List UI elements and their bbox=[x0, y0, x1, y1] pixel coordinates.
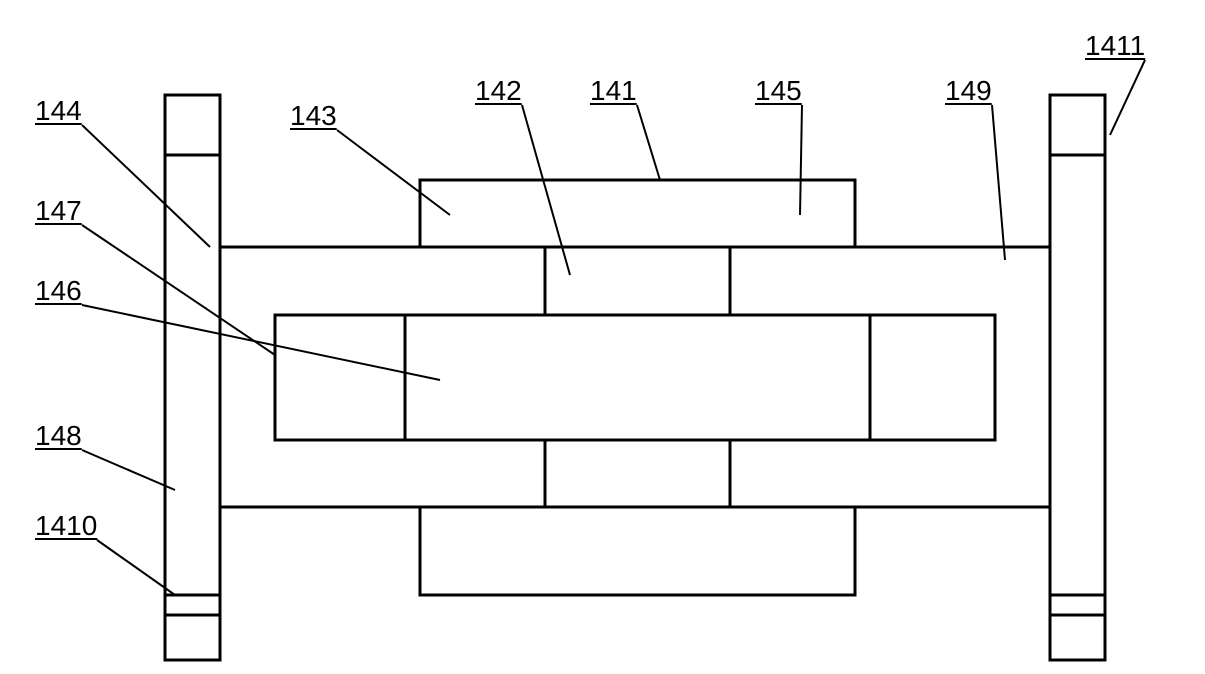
label-146: 146 bbox=[35, 275, 82, 307]
leader-1410 bbox=[97, 540, 175, 595]
rect-left-post bbox=[165, 95, 220, 660]
label-1411: 1411 bbox=[1085, 30, 1145, 62]
rectangles-group bbox=[165, 95, 1105, 660]
label-144: 144 bbox=[35, 95, 82, 127]
rect-right-post bbox=[1050, 95, 1105, 660]
label-148: 148 bbox=[35, 420, 82, 452]
label-149: 149 bbox=[945, 75, 992, 107]
rect-inner-block bbox=[275, 315, 995, 440]
label-142: 142 bbox=[475, 75, 522, 107]
leader-149 bbox=[992, 105, 1005, 260]
label-147: 147 bbox=[35, 195, 82, 227]
label-145: 145 bbox=[755, 75, 802, 107]
leader-143 bbox=[337, 130, 450, 215]
leader-148 bbox=[82, 450, 175, 490]
leader-141 bbox=[637, 105, 660, 180]
label-1410: 1410 bbox=[35, 510, 97, 542]
label-143: 143 bbox=[290, 100, 337, 132]
label-141: 141 bbox=[590, 75, 637, 107]
leader-1411 bbox=[1110, 60, 1145, 135]
